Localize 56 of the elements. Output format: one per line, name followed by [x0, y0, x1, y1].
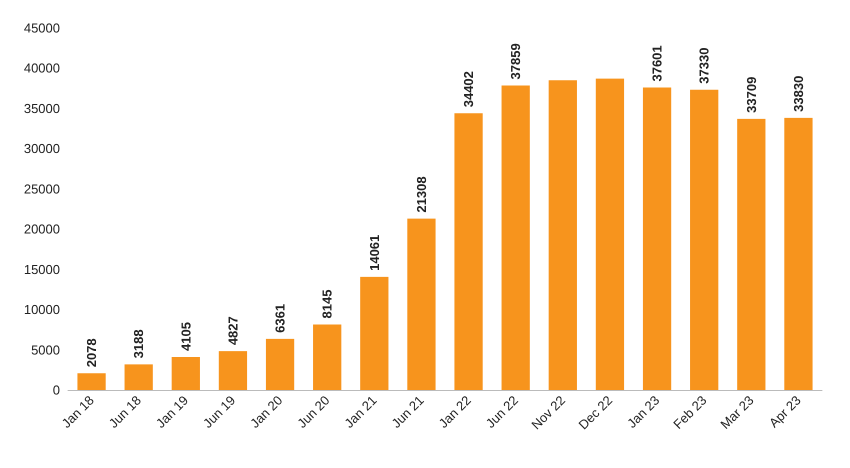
y-tick-label: 45000	[24, 20, 60, 36]
y-tick-label: 25000	[24, 181, 60, 196]
bar	[360, 276, 388, 390]
x-tick-label: Jan 19	[152, 392, 192, 431]
bar	[218, 351, 248, 390]
bar	[784, 118, 813, 390]
x-tick-label: Apr 23	[766, 392, 804, 430]
x-tick-label: Feb 23	[670, 392, 710, 432]
bar	[737, 118, 766, 390]
y-tick-label: 30000	[24, 141, 60, 156]
y-tick-label: 10000	[24, 302, 60, 318]
x-tick-label: Jan 20	[247, 392, 286, 431]
bar	[548, 80, 577, 390]
y-tick-label: 35000	[24, 100, 60, 116]
y-tick-label: 5000	[31, 342, 60, 358]
x-tick-label: Jun 20	[294, 392, 332, 431]
x-tick-label: Jan 18	[58, 392, 97, 431]
data-label: 6361	[272, 304, 288, 333]
x-tick-label: Jun 21	[388, 392, 427, 431]
bar	[407, 218, 436, 390]
data-label: 21308	[414, 176, 429, 213]
data-label: 34402	[461, 71, 476, 108]
data-label: 14061	[366, 234, 382, 271]
data-label: 33830	[790, 76, 806, 112]
bar	[454, 113, 483, 390]
x-tick-label: Jun 18	[106, 392, 144, 431]
bar	[642, 88, 672, 390]
data-label: 4827	[225, 316, 240, 346]
data-label: 33709	[744, 76, 759, 113]
x-tick-label: Mar 23	[717, 392, 757, 432]
data-label: 37859	[508, 43, 524, 80]
bar	[596, 78, 624, 390]
data-label: 2078	[84, 338, 100, 368]
x-tick-label: Dec 22	[576, 392, 616, 432]
x-tick-label: Jan 23	[624, 392, 662, 431]
data-label: 37601	[650, 45, 665, 82]
data-label: 8145	[320, 290, 335, 318]
data-label: 3188	[131, 329, 146, 358]
bar	[266, 338, 294, 390]
x-tick-label: Jun 19	[200, 392, 238, 431]
bar	[502, 85, 530, 390]
y-tick-label: 40000	[24, 60, 60, 76]
data-label: 4105	[178, 322, 194, 351]
x-tick-label: Jan 21	[341, 392, 380, 431]
x-tick-label: Jan 22	[436, 392, 474, 431]
y-tick-label: 20000	[24, 222, 60, 237]
y-tick-label: 15000	[24, 262, 60, 277]
bar	[313, 324, 342, 390]
y-tick-label: 0	[52, 382, 60, 398]
x-tick-label: Nov 22	[528, 392, 568, 432]
bar	[124, 364, 153, 390]
bar	[172, 356, 200, 390]
data-label: 37330	[696, 48, 712, 84]
bar	[77, 373, 106, 390]
x-tick-label: Jun 22	[482, 392, 521, 431]
bar	[690, 90, 718, 390]
